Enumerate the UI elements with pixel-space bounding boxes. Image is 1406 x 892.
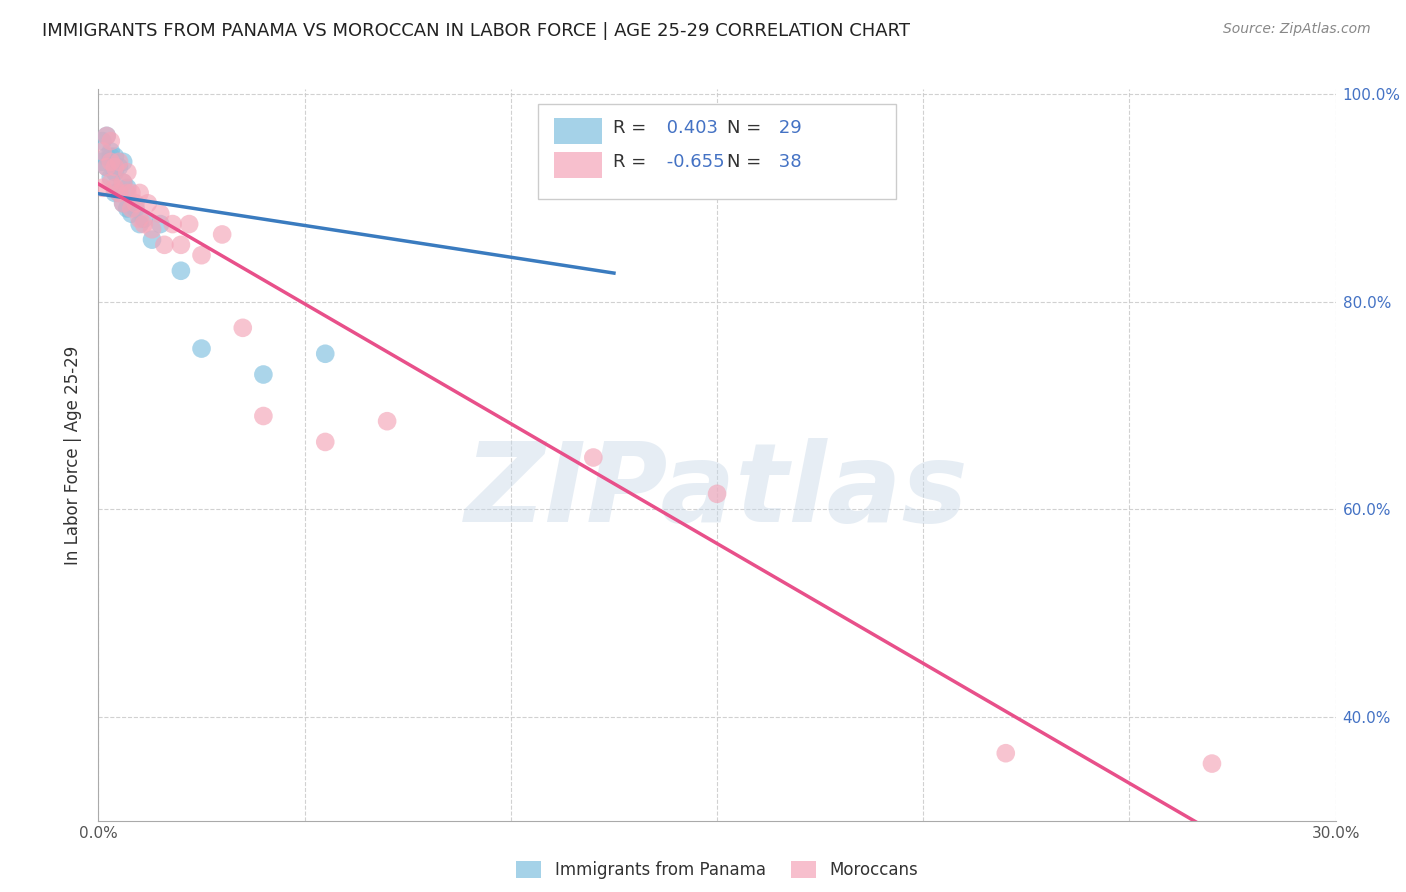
Point [582, 113, 605, 128]
Point [170, 264, 193, 278]
Point [104, 180, 127, 194]
Point [117, 180, 139, 194]
Point [120, 207, 142, 221]
Point [120, 186, 142, 200]
Point [96, 160, 118, 174]
Point [128, 211, 150, 226]
Point [108, 154, 131, 169]
Point [117, 202, 139, 216]
Point [994, 746, 1017, 760]
Point [170, 237, 193, 252]
Point [117, 165, 139, 179]
Point [104, 150, 127, 164]
Point [1201, 756, 1223, 771]
Text: 0.403: 0.403 [661, 119, 718, 137]
Point [190, 248, 212, 262]
Point [112, 176, 135, 190]
Point [112, 154, 135, 169]
Point [124, 196, 146, 211]
Point [132, 217, 155, 231]
Point [104, 160, 127, 174]
Text: Source: ZipAtlas.com: Source: ZipAtlas.com [1223, 22, 1371, 37]
Point [96, 150, 118, 164]
Point [149, 207, 172, 221]
Point [96, 160, 118, 174]
Point [252, 368, 274, 382]
Point [91, 154, 114, 169]
Point [149, 217, 172, 231]
Point [100, 134, 122, 148]
Point [252, 409, 274, 423]
Text: R =: R = [613, 119, 647, 137]
Point [179, 217, 201, 231]
Point [141, 233, 163, 247]
Point [582, 450, 605, 465]
Point [132, 211, 155, 226]
Point [232, 321, 254, 335]
Point [91, 145, 114, 159]
Text: N =: N = [727, 153, 761, 171]
Point [190, 342, 212, 356]
Legend: Immigrants from Panama, Moroccans: Immigrants from Panama, Moroccans [510, 854, 924, 886]
Point [100, 145, 122, 159]
Point [153, 237, 176, 252]
Point [211, 227, 233, 242]
Point [112, 196, 135, 211]
Text: N =: N = [727, 119, 761, 137]
Point [162, 217, 184, 231]
Point [100, 170, 122, 185]
Point [706, 487, 728, 501]
FancyBboxPatch shape [537, 103, 897, 199]
Point [314, 434, 336, 449]
Text: ZIPatlas: ZIPatlas [465, 438, 969, 545]
FancyBboxPatch shape [554, 153, 602, 178]
Point [112, 176, 135, 190]
Text: IMMIGRANTS FROM PANAMA VS MOROCCAN IN LABOR FORCE | AGE 25-29 CORRELATION CHART: IMMIGRANTS FROM PANAMA VS MOROCCAN IN LA… [42, 22, 910, 40]
Point [100, 176, 122, 190]
Point [128, 186, 150, 200]
Point [96, 128, 118, 143]
Point [375, 414, 398, 428]
Point [100, 154, 122, 169]
Point [314, 347, 336, 361]
Point [91, 180, 114, 194]
Point [141, 222, 163, 236]
Point [120, 202, 142, 216]
Point [100, 150, 122, 164]
Point [108, 186, 131, 200]
Point [124, 202, 146, 216]
Text: 29: 29 [773, 119, 801, 137]
Point [117, 186, 139, 200]
Point [104, 165, 127, 179]
FancyBboxPatch shape [554, 118, 602, 145]
Text: 38: 38 [773, 153, 801, 171]
Y-axis label: In Labor Force | Age 25-29: In Labor Force | Age 25-29 [65, 345, 83, 565]
Point [108, 186, 131, 200]
Text: R =: R = [613, 153, 647, 171]
Point [104, 186, 127, 200]
Point [91, 134, 114, 148]
Text: -0.655: -0.655 [661, 153, 725, 171]
Point [112, 196, 135, 211]
Point [128, 217, 150, 231]
Point [96, 128, 118, 143]
Point [136, 196, 159, 211]
Point [108, 160, 131, 174]
